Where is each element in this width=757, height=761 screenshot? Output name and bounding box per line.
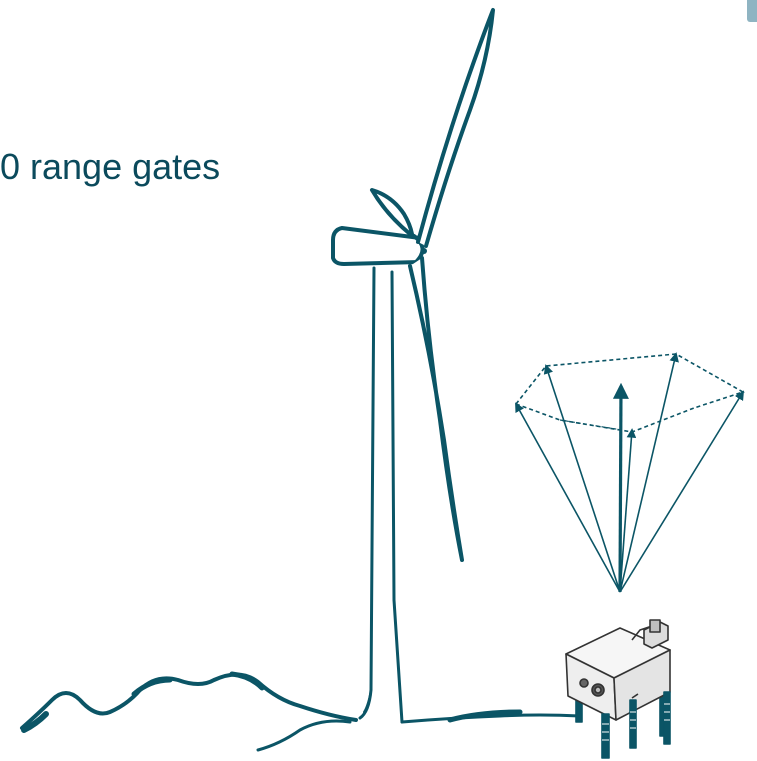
corner-tab bbox=[747, 0, 757, 22]
slide-caption: 0 range gates bbox=[0, 146, 221, 187]
wind-turbine-icon bbox=[331, 8, 495, 724]
lidar-beam-fan-icon bbox=[515, 352, 745, 593]
lidar-device-icon bbox=[565, 619, 671, 759]
ground-waves-icon bbox=[20, 671, 582, 752]
